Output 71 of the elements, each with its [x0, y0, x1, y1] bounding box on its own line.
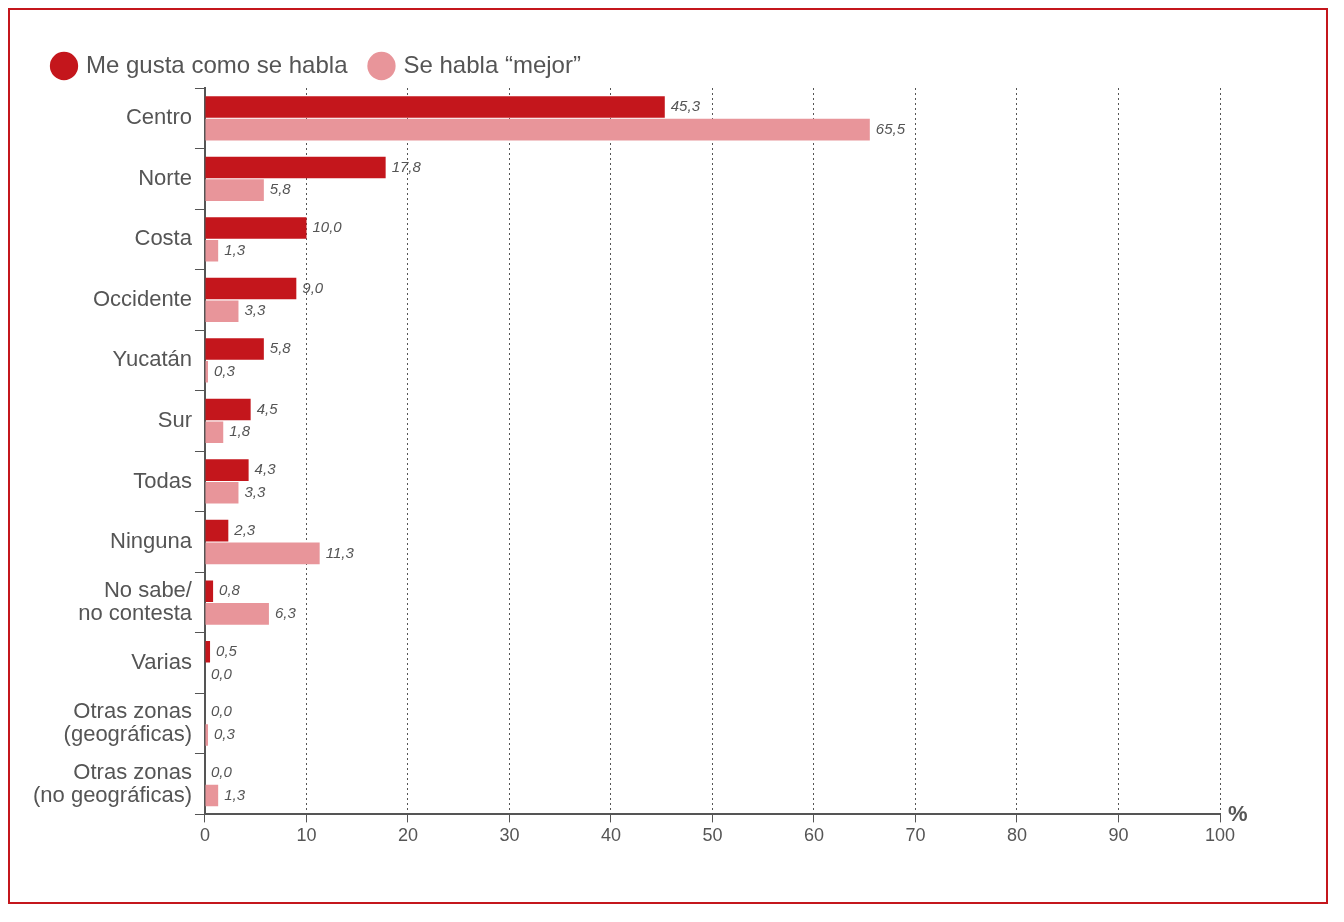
x-tick-label: 40 [600, 825, 621, 846]
y-tick-label: No sabe/ no contesta [78, 577, 193, 626]
data-label: 45,3 [670, 97, 701, 115]
bar [205, 724, 209, 746]
x-tick-label: 70 [905, 825, 926, 846]
y-tick-label: Ninguna [110, 528, 193, 554]
y-tick-label: Sur [157, 407, 192, 432]
bar [205, 784, 219, 807]
bar [205, 217, 307, 239]
bar [205, 421, 224, 444]
data-label: 17,8 [391, 157, 422, 175]
y-tick-label: Yucatán [112, 346, 192, 372]
legend-label: Se habla “mejor” [403, 50, 581, 78]
bar [205, 459, 249, 481]
x-axis-title: % [1228, 801, 1248, 827]
data-label: 9,0 [302, 278, 324, 296]
data-label: 2,3 [233, 520, 256, 538]
y-tick-label: Otras zonas (no geográficas) [32, 758, 192, 807]
y-tick-label: Varias [131, 649, 192, 675]
data-label: 6,3 [274, 604, 297, 622]
y-tick-label: Norte [138, 164, 192, 190]
data-label: 4,3 [254, 460, 277, 478]
data-label: 0,0 [210, 762, 233, 780]
data-label: 5,8 [269, 339, 292, 357]
bar [205, 118, 870, 141]
x-tick-label: 50 [702, 825, 723, 846]
data-label: 1,3 [224, 785, 246, 803]
bar [205, 360, 209, 383]
y-tick-label: Centro [125, 104, 192, 130]
x-tick-label: 80 [1006, 825, 1028, 846]
bar [205, 277, 297, 300]
bar [205, 603, 269, 625]
data-label: 4,5 [256, 399, 279, 417]
data-label: 0,8 [219, 581, 241, 599]
bar [205, 156, 386, 179]
data-label: 0,0 [210, 664, 233, 682]
data-label: 1,8 [229, 422, 251, 440]
data-label: 11,3 [325, 543, 355, 561]
y-tick-label: Occidente [92, 285, 192, 311]
y-tick-label: Otras zonas (geográficas) [63, 698, 192, 747]
x-tick-label: 60 [803, 825, 825, 846]
bar [205, 239, 219, 262]
x-tick-label: 10 [296, 825, 317, 846]
legend-label: Me gusta como se habla [86, 50, 349, 78]
bar [205, 179, 264, 201]
x-tick-label: 20 [397, 825, 418, 846]
data-label: 3,3 [244, 482, 266, 500]
y-tick-label: Todas [133, 467, 192, 493]
bar [205, 482, 239, 504]
data-label: 10,0 [312, 218, 343, 236]
data-label: 0,0 [210, 702, 233, 720]
data-label: 0,3 [214, 361, 236, 379]
bar [205, 398, 251, 421]
data-label: 5,8 [269, 180, 292, 198]
data-label: 0,3 [214, 725, 236, 743]
data-label: 65,5 [875, 119, 906, 137]
bar [205, 338, 264, 360]
x-tick-label: 100 [1204, 825, 1236, 846]
data-label: 3,3 [244, 301, 266, 319]
bar [205, 96, 665, 118]
x-tick-label: 30 [499, 825, 520, 846]
y-tick-label: Costa [134, 225, 193, 251]
bar [205, 300, 239, 322]
bar [205, 542, 320, 565]
bar [205, 580, 214, 602]
data-label: 0,5 [216, 641, 238, 659]
data-label: 1,3 [224, 240, 246, 258]
bar [205, 519, 229, 542]
x-tick-label: 0 [199, 825, 210, 846]
bar [205, 640, 211, 663]
x-tick-label: 90 [1108, 825, 1129, 846]
